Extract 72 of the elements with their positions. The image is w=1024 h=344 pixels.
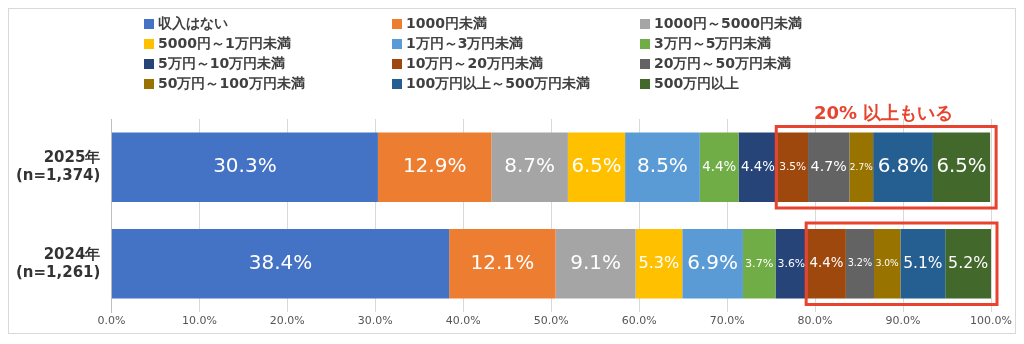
legend-label: 500万円以上 (654, 75, 740, 93)
bar (567, 132, 626, 202)
x-tick-label: 100.0% (970, 314, 1012, 328)
legend-label: 20万円～50万円未満 (654, 55, 791, 73)
bar (111, 229, 450, 299)
bar (111, 132, 378, 202)
data-label: 8.5% (637, 153, 688, 178)
y-tick-label: 2024年 (n=1,261) (16, 244, 101, 281)
x-tick-label: 90.0% (885, 314, 921, 328)
data-label: 6.5% (936, 154, 987, 178)
bar (900, 229, 946, 299)
x-tick-label: 50.0% (533, 314, 569, 328)
bar (449, 229, 556, 299)
data-label: 38.4% (248, 249, 313, 274)
data-label: 3.0% (875, 258, 900, 269)
data-label: 3.7% (744, 256, 774, 270)
legend-label: 10万円～20万円未満 (406, 55, 543, 73)
x-tick-label: 20.0% (269, 314, 305, 328)
data-label: 12.9% (402, 153, 467, 178)
x-tick-label: 10.0% (181, 314, 217, 328)
bar (555, 229, 636, 299)
x-tick-label: 70.0% (709, 314, 745, 328)
data-label: 3.2% (847, 257, 873, 269)
bar (873, 132, 933, 202)
data-label: 2.7% (849, 161, 874, 172)
data-label: 3.6% (777, 256, 806, 270)
data-label: 6.5% (571, 154, 622, 178)
bar (742, 229, 776, 299)
data-label: 5.1% (903, 253, 943, 272)
legend-label: 1000円～5000円未満 (654, 15, 802, 33)
bar (635, 229, 683, 299)
data-label: 12.1% (470, 249, 535, 274)
legend-label: 50万円～100万円未満 (158, 75, 305, 93)
bar (932, 132, 991, 202)
data-label: 4.4% (809, 255, 844, 271)
bar (849, 132, 874, 202)
bar (808, 132, 850, 202)
legend-label: 100万円以上～500万円未満 (406, 75, 591, 93)
bar (945, 229, 991, 299)
bar (777, 132, 809, 202)
bar (807, 229, 846, 299)
x-tick-label: 40.0% (445, 314, 481, 328)
legend-label: 収入はない (158, 15, 228, 33)
bar (377, 132, 492, 202)
data-label: 30.3% (213, 153, 277, 178)
data-label: 5.2% (948, 252, 989, 272)
data-label: 5.3% (638, 252, 680, 272)
data-label: 6.8% (877, 153, 929, 178)
legend-label: 5000円～1万円未満 (158, 35, 291, 53)
legend-label: 1万円～3万円未満 (406, 35, 524, 53)
data-label: 3.5% (779, 160, 807, 174)
data-label: 6.9% (687, 249, 739, 274)
x-tick-label: 30.0% (357, 314, 393, 328)
bar (845, 229, 875, 299)
legend-label: 3万円～5万円未満 (654, 35, 772, 53)
x-tick-label: 80.0% (797, 314, 833, 328)
bar (699, 132, 739, 202)
data-label: 4.4% (702, 158, 737, 174)
legend-label: 5万円～10万円未満 (158, 55, 286, 73)
x-tick-label: 60.0% (621, 314, 657, 328)
annotation: 20% 以上もいる (814, 102, 954, 124)
legend-label: 1000円未満 (406, 15, 487, 33)
data-label: 9.1% (570, 249, 622, 274)
bar (874, 229, 901, 299)
bar (625, 132, 700, 202)
y-tick-label: 2025年 (n=1,374) (16, 148, 101, 185)
bar (682, 229, 743, 299)
data-label: 4.4% (740, 158, 775, 174)
data-label: 4.7% (810, 157, 847, 174)
bar (491, 132, 568, 202)
x-tick-label: 0.0% (97, 314, 126, 328)
data-label: 8.7% (504, 153, 556, 178)
